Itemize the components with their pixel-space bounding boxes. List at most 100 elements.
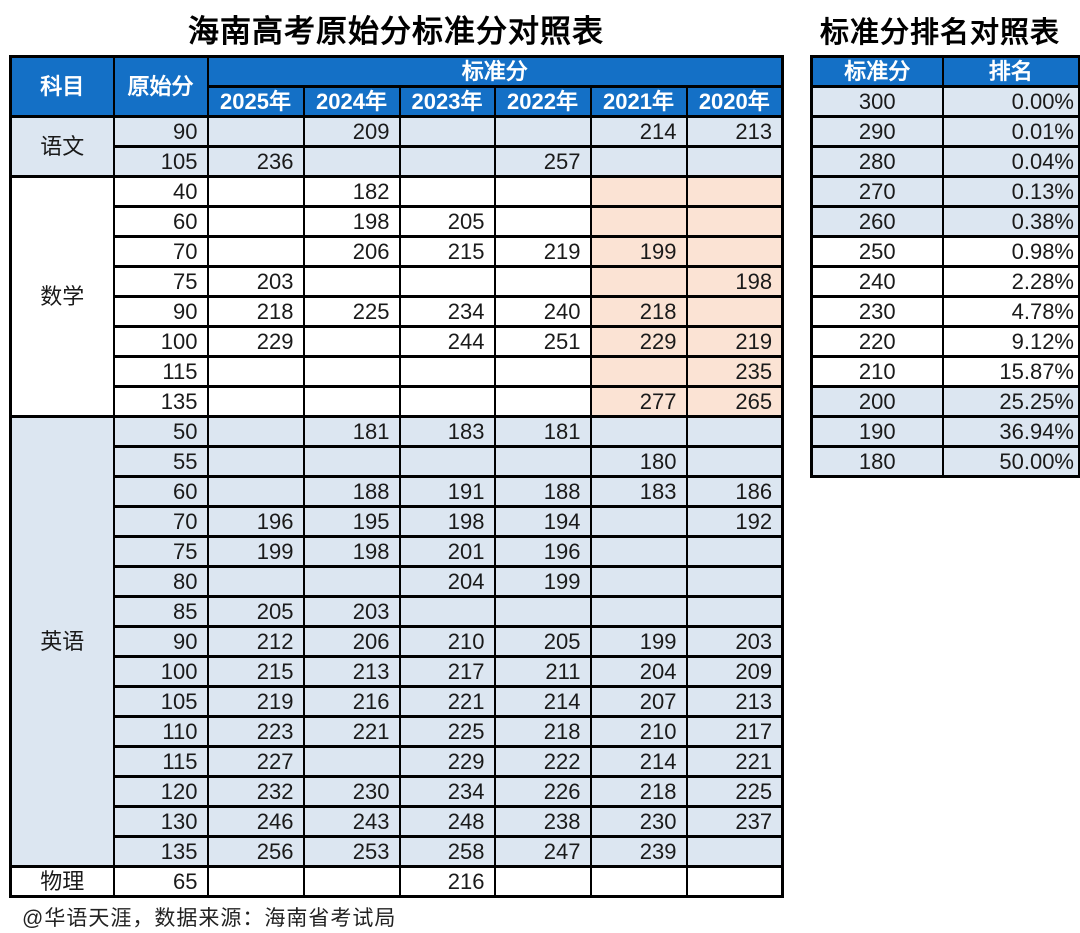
standard-score-cell: 196 — [206, 505, 305, 538]
header-row-1: 科目 原始分 标准分 — [9, 55, 784, 118]
standard-score-cell — [206, 115, 305, 148]
table-row: 90 218 225 234 240 218 — [11, 295, 784, 328]
standard-score-cell: 219 — [493, 235, 592, 268]
table-row: 105 219 216 221 214 207 213 — [11, 685, 784, 718]
standard-score-cell — [398, 595, 496, 628]
standard-score-cell: 251 — [493, 325, 592, 358]
standard-score-cell: 198 — [398, 505, 496, 538]
standard-score-cell: 214 — [589, 115, 688, 148]
standard-score-cell — [398, 175, 496, 208]
raw-score-cell: 70 — [112, 505, 209, 538]
standard-score-cell: 211 — [493, 655, 592, 688]
standard-score-cell — [685, 595, 784, 628]
standard-score-cell — [302, 385, 401, 418]
col-header-rank-standard-score: 标准分 — [810, 55, 944, 88]
table-row: 100 215 213 217 211 204 209 — [11, 655, 784, 688]
standard-score-cell — [589, 355, 688, 388]
standard-score-cell: 206 — [302, 625, 401, 658]
table-row: 数学 40 182 — [9, 175, 784, 418]
standard-score-cell: 232 — [206, 775, 305, 808]
standard-score-cell: 243 — [302, 805, 401, 838]
standard-score-cell: 257 — [493, 145, 592, 178]
standard-score-cell — [302, 355, 401, 388]
standard-score-value-cell: 260 — [810, 205, 944, 238]
standard-score-cell: 203 — [206, 265, 305, 298]
standard-score-value-cell: 280 — [810, 145, 944, 178]
standard-score-cell — [493, 355, 592, 388]
col-header-year-2024: 2024年 — [302, 85, 401, 118]
standard-score-cell: 217 — [398, 655, 496, 688]
standard-score-value-cell: 200 — [810, 385, 944, 418]
standard-score-cell: 214 — [493, 685, 592, 718]
standard-score-cell: 192 — [685, 505, 784, 538]
table-row: 70 196 195 198 194 192 — [11, 505, 784, 538]
standard-score-cell — [398, 115, 496, 148]
standard-score-cell: 221 — [302, 715, 401, 748]
standard-score-cell — [589, 265, 688, 298]
standard-score-cell: 258 — [398, 835, 496, 868]
standard-score-cell: 213 — [685, 115, 784, 148]
standard-score-cell: 215 — [398, 235, 496, 268]
raw-score-cell: 75 — [112, 265, 209, 298]
standard-score-cell: 217 — [685, 715, 784, 748]
standard-score-value-cell: 220 — [810, 325, 944, 358]
main-table-title: 海南高考原始分标准分对照表 — [188, 14, 604, 49]
standard-score-cell: 203 — [685, 625, 784, 658]
standard-score-value-cell: 190 — [810, 415, 944, 448]
rank-percent-cell: 0.98% — [941, 235, 1080, 268]
rank-table-row: 220 9.12% — [810, 325, 1080, 358]
standard-score-cell: 181 — [302, 415, 401, 448]
standard-score-cell: 230 — [302, 775, 401, 808]
standard-score-value-cell: 180 — [810, 445, 944, 478]
standard-score-cell: 199 — [206, 535, 305, 568]
standard-score-cell: 219 — [685, 325, 784, 358]
rank-table-row: 280 0.04% — [810, 145, 1080, 178]
standard-score-cell — [302, 145, 401, 178]
standard-score-cell: 209 — [685, 655, 784, 688]
col-header-raw-score: 原始分 — [112, 55, 209, 118]
col-header-year-2020: 2020年 — [685, 85, 784, 118]
standard-score-cell — [302, 565, 401, 598]
raw-score-cell: 50 — [112, 415, 209, 448]
table-row: 75 199 198 201 196 — [11, 535, 784, 568]
standard-score-cell: 198 — [302, 205, 401, 238]
raw-score-cell: 90 — [112, 115, 209, 148]
standard-score-value-cell: 300 — [810, 85, 944, 118]
raw-score-cell: 60 — [112, 205, 209, 238]
rank-percent-cell: 0.13% — [941, 175, 1080, 208]
standard-score-cell — [589, 145, 688, 178]
rank-table-row: 240 2.28% — [810, 265, 1080, 298]
table-row: 100 229 244 251 229 219 — [11, 325, 784, 358]
raw-score-cell: 100 — [112, 325, 209, 358]
standard-score-cell — [685, 865, 784, 898]
standard-score-cell: 239 — [589, 835, 688, 868]
table-row: 135 277 265 — [11, 385, 784, 418]
standard-score-cell — [206, 865, 305, 898]
rank-percent-cell: 36.94% — [941, 415, 1080, 448]
raw-score-cell: 100 — [112, 655, 209, 688]
standard-score-cell: 183 — [589, 475, 688, 508]
raw-score-cell: 70 — [112, 235, 209, 268]
standard-score-cell: 196 — [493, 535, 592, 568]
standard-score-cell: 238 — [493, 805, 592, 838]
standard-score-value-cell: 240 — [810, 265, 944, 298]
standard-score-cell: 203 — [302, 595, 401, 628]
standard-score-cell: 195 — [302, 505, 401, 538]
standard-score-cell: 199 — [589, 235, 688, 268]
rank-conversion-table: 标准分 排名 300 0.00% 290 0.01% 280 0.04% 270 0.13% 2… — [810, 55, 1080, 478]
standard-score-cell — [398, 355, 496, 388]
rank-table-row: 230 4.78% — [810, 295, 1080, 328]
standard-score-cell: 213 — [685, 685, 784, 718]
col-header-year-2023: 2023年 — [398, 85, 496, 118]
standard-score-cell: 207 — [589, 685, 688, 718]
standard-score-cell: 277 — [589, 385, 688, 418]
standard-score-cell: 234 — [398, 295, 496, 328]
raw-score-cell: 40 — [112, 175, 209, 208]
standard-score-value-cell: 250 — [810, 235, 944, 268]
raw-score-cell: 55 — [112, 445, 209, 478]
raw-score-cell: 105 — [112, 685, 209, 718]
table-row: 80 204 199 — [11, 565, 784, 598]
standard-score-cell: 230 — [589, 805, 688, 838]
standard-score-cell — [493, 865, 592, 898]
standard-score-value-cell: 290 — [810, 115, 944, 148]
